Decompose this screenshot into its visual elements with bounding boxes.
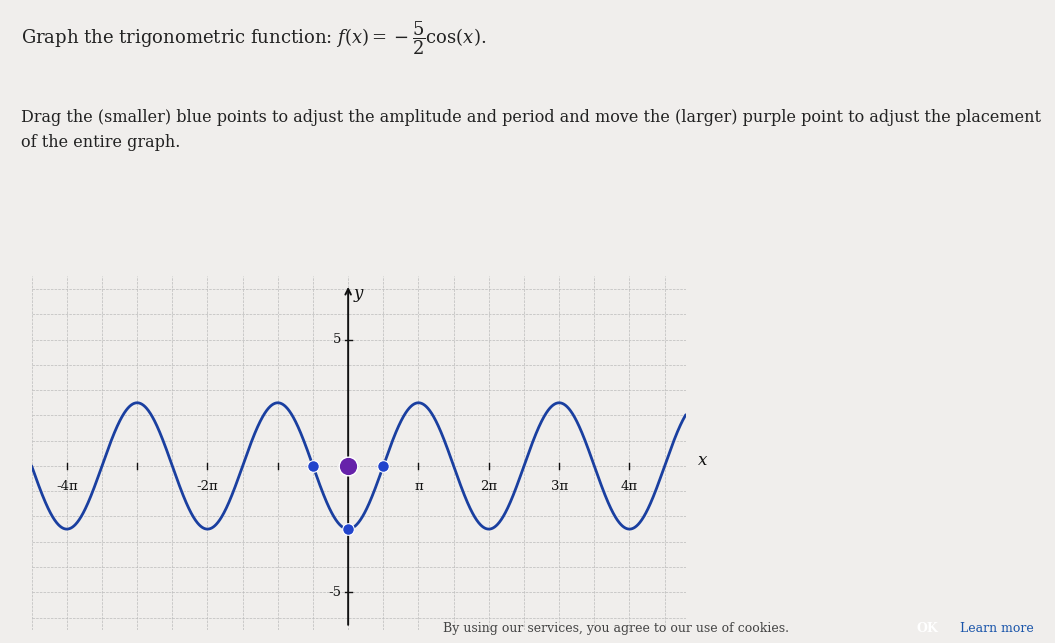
Text: -5: -5 bbox=[328, 586, 342, 599]
Text: Graph the trigonometric function: $f(x) = -\dfrac{5}{2}\cos(x)$.: Graph the trigonometric function: $f(x) … bbox=[21, 19, 486, 57]
Point bbox=[340, 461, 357, 471]
Text: 3π: 3π bbox=[551, 480, 568, 493]
Text: π: π bbox=[415, 480, 423, 493]
Text: By using our services, you agree to our use of cookies.: By using our services, you agree to our … bbox=[443, 622, 789, 635]
Text: -2π: -2π bbox=[196, 480, 218, 493]
Text: $x$: $x$ bbox=[697, 453, 708, 469]
Point bbox=[375, 461, 391, 471]
Text: 5: 5 bbox=[333, 333, 342, 346]
Text: Learn more: Learn more bbox=[960, 622, 1034, 635]
Text: 2π: 2π bbox=[480, 480, 497, 493]
Text: -4π: -4π bbox=[56, 480, 78, 493]
Text: $y$: $y$ bbox=[352, 287, 365, 303]
Text: Drag the (smaller) blue points to adjust the amplitude and period and move the (: Drag the (smaller) blue points to adjust… bbox=[21, 109, 1041, 151]
Point bbox=[340, 524, 357, 534]
Text: 4π: 4π bbox=[621, 480, 638, 493]
Point bbox=[305, 461, 322, 471]
Text: OK: OK bbox=[917, 622, 938, 635]
